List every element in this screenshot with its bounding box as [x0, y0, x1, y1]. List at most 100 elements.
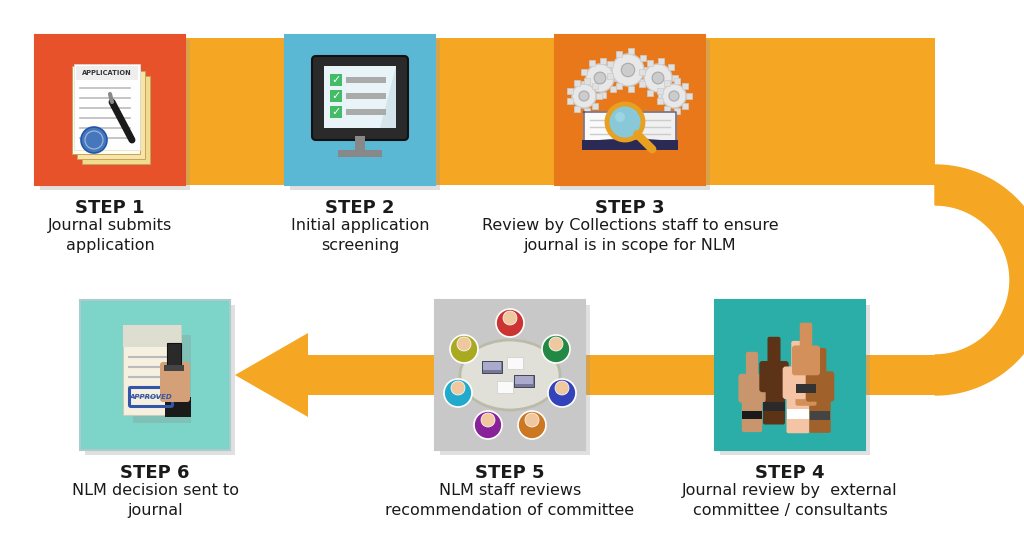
Bar [593, 102, 598, 109]
Polygon shape [380, 66, 396, 128]
Text: Journal review by  external
committee / consultants: Journal review by external committee / c… [682, 483, 898, 519]
FancyBboxPatch shape [440, 305, 590, 455]
Circle shape [652, 72, 664, 84]
Circle shape [612, 54, 644, 86]
Text: ✓: ✓ [332, 91, 341, 101]
Bar [627, 112, 633, 150]
Circle shape [444, 379, 472, 407]
Circle shape [669, 91, 679, 101]
Text: STEP 1: STEP 1 [75, 199, 144, 217]
Bar [507, 357, 523, 369]
FancyBboxPatch shape [715, 300, 865, 450]
Bar [657, 88, 663, 94]
Bar [581, 81, 587, 87]
Circle shape [549, 337, 563, 351]
Text: Initial application
screening: Initial application screening [291, 218, 429, 253]
Bar [672, 75, 678, 81]
Polygon shape [630, 112, 676, 142]
Bar [581, 69, 587, 75]
Bar [658, 92, 664, 98]
Circle shape [662, 84, 686, 108]
Circle shape [525, 413, 539, 427]
Circle shape [503, 311, 517, 325]
FancyBboxPatch shape [312, 56, 408, 140]
Bar [640, 79, 645, 85]
FancyBboxPatch shape [786, 391, 810, 433]
FancyBboxPatch shape [80, 300, 230, 450]
FancyBboxPatch shape [809, 394, 830, 433]
Text: NLM staff reviews
recommendation of committee: NLM staff reviews recommendation of comm… [385, 483, 635, 519]
Circle shape [572, 84, 596, 108]
Bar [682, 84, 688, 89]
Bar [483, 362, 501, 370]
Bar [629, 86, 634, 92]
Bar [664, 106, 670, 112]
Bar [668, 64, 674, 70]
Bar [674, 78, 680, 84]
Polygon shape [234, 333, 308, 417]
FancyBboxPatch shape [792, 345, 820, 375]
Polygon shape [584, 112, 630, 142]
FancyBboxPatch shape [800, 323, 812, 352]
FancyBboxPatch shape [290, 40, 440, 190]
Bar [682, 102, 688, 109]
FancyBboxPatch shape [792, 341, 805, 374]
Circle shape [474, 411, 502, 439]
Bar [664, 80, 670, 86]
FancyBboxPatch shape [782, 367, 813, 399]
Bar [167, 343, 181, 367]
Bar [482, 361, 502, 373]
Bar [589, 89, 595, 96]
Bar [324, 66, 396, 128]
Circle shape [548, 379, 575, 407]
Bar [515, 376, 534, 384]
Bar [346, 77, 386, 83]
FancyBboxPatch shape [741, 395, 762, 432]
FancyBboxPatch shape [40, 40, 190, 190]
Bar [330, 90, 342, 102]
Bar [133, 335, 191, 423]
Circle shape [555, 381, 569, 395]
Bar [497, 381, 513, 393]
Bar [593, 84, 598, 89]
Bar [657, 98, 663, 104]
Bar [567, 98, 572, 104]
Bar [82, 76, 150, 164]
Bar [330, 74, 342, 86]
Bar [77, 71, 145, 159]
Text: STEP 2: STEP 2 [326, 199, 394, 217]
Circle shape [450, 335, 478, 363]
Bar [674, 108, 680, 114]
Bar [346, 93, 386, 99]
Bar [74, 64, 140, 150]
Bar [346, 109, 386, 115]
Bar [330, 106, 342, 118]
Circle shape [451, 381, 465, 395]
Circle shape [481, 413, 495, 427]
Circle shape [579, 91, 589, 101]
Bar [582, 140, 678, 150]
Bar [80, 38, 935, 185]
Circle shape [594, 72, 606, 84]
FancyBboxPatch shape [160, 362, 190, 402]
Bar [514, 375, 534, 387]
Bar [763, 402, 784, 411]
Text: APPROVED: APPROVED [130, 394, 172, 400]
Bar [589, 60, 595, 66]
FancyBboxPatch shape [768, 337, 780, 368]
Bar [573, 80, 580, 86]
Bar [72, 66, 140, 154]
Bar [607, 73, 613, 79]
Text: NLM decision sent to
journal: NLM decision sent to journal [72, 483, 239, 519]
Bar [810, 411, 830, 419]
FancyBboxPatch shape [85, 305, 234, 455]
Text: Review by Collections staff to ensure
journal is in scope for NLM: Review by Collections staff to ensure jo… [481, 218, 778, 253]
FancyBboxPatch shape [285, 35, 435, 185]
Bar [573, 106, 580, 112]
Bar [164, 365, 184, 371]
Bar [123, 325, 181, 415]
Bar [686, 93, 692, 99]
FancyBboxPatch shape [763, 384, 785, 425]
Circle shape [615, 112, 625, 122]
Bar [607, 60, 613, 66]
